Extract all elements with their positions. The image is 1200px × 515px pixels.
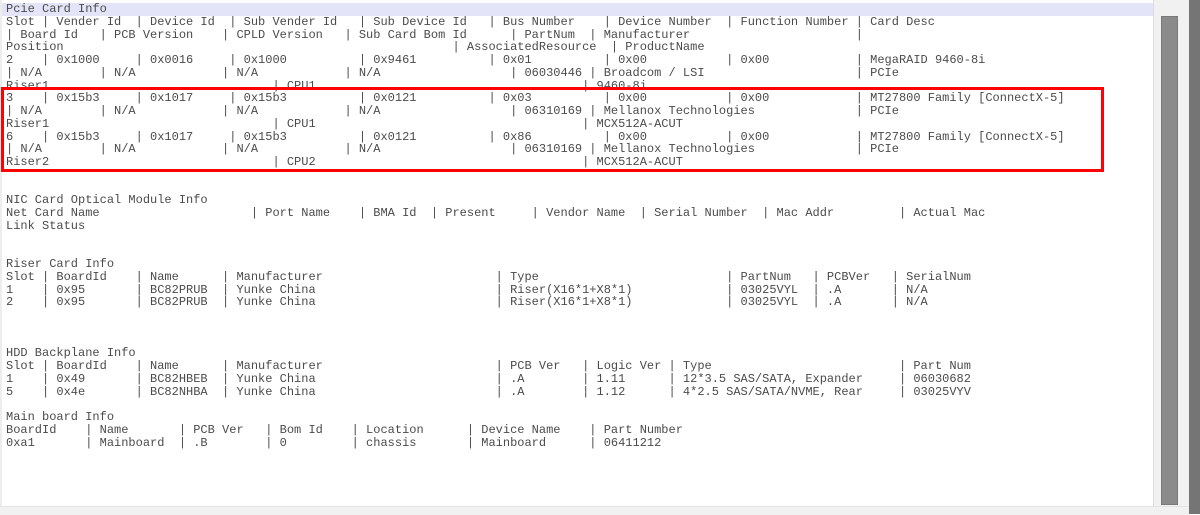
console-line: Riser2 | CPU2 | MCX512A-ACUT (6, 155, 683, 169)
console-line: 0xa1 | Mainboard | .B | 0 | chassis | Ma… (6, 435, 662, 450)
console-line: Riser Card Info (6, 257, 115, 271)
console-line-highlighted: Pcie Card Info (2, 3, 1153, 16)
console-line: Link Status (6, 218, 86, 233)
console-line: 6 | 0x15b3 | 0x1017 | 0x15b3 | 0x0121 | … (6, 129, 1065, 144)
annotation-red-box (1, 87, 1104, 172)
console-line: BoardId | Name | PCB Ver | Bom Id | Loca… (6, 422, 683, 437)
console-line: 1 | 0x49 | BC82HBEB | Yunke China | .A |… (6, 371, 971, 386)
console-line: Position | AssociatedResource | ProductN… (6, 40, 705, 55)
console-line: 1 | 0x95 | BC82PRUB | Yunke China | Rise… (6, 282, 928, 297)
console-line (6, 335, 1153, 348)
console-line (6, 309, 1153, 322)
console-line: Slot | BoardId | Name | Manufacturer | P… (6, 359, 971, 373)
console-line (6, 233, 1153, 246)
vertical-scrollbar-track[interactable] (1153, 0, 1190, 506)
console-line: 5 | 0x4e | BC82NHBA | Yunke China | .A |… (6, 384, 971, 399)
console-line: 2 | 0x95 | BC82PRUB | Yunke China | Rise… (6, 295, 928, 310)
console-line: | N/A | N/A | N/A | N/A | 06030446 | Bro… (6, 65, 899, 80)
screen-right-edge (1189, 0, 1200, 514)
console-line: Main board Info (6, 410, 115, 424)
console-line: | Board Id | PCB Version | CPLD Version … (6, 27, 863, 42)
console-line: NIC Card Optical Module Info (6, 193, 208, 208)
vertical-scrollbar-thumb[interactable] (1161, 16, 1178, 505)
console-line (6, 322, 1153, 335)
console-line (6, 398, 1153, 411)
console-line (6, 245, 1153, 258)
console-line: Riser1 | CPU1 | MCX512A-ACUT (6, 116, 683, 131)
console-line: Slot | BoardId | Name | Manufacturer | T… (6, 269, 971, 284)
console-line: | N/A | N/A | N/A | N/A | 06310169 | Mel… (6, 104, 899, 118)
console-line: | N/A | N/A | N/A | N/A | 06310169 | Mel… (6, 142, 899, 157)
console-line: 2 | 0x1000 | 0x0016 | 0x1000 | 0x9461 | … (6, 53, 986, 67)
console-line: HDD Backplane Info (6, 346, 136, 361)
console-line: Net Card Name | Port Name | BMA Id | Pre… (6, 206, 1153, 220)
console-line: Slot | Vender Id | Device Id | Sub Vende… (6, 14, 935, 29)
console-line: 3 | 0x15b3 | 0x1017 | 0x15b3 | 0x0121 | … (6, 91, 1065, 106)
console-output[interactable]: Pcie Card Info Slot | Vender Id | Device … (0, 0, 1153, 506)
horizontal-scrollbar[interactable] (0, 506, 1189, 515)
